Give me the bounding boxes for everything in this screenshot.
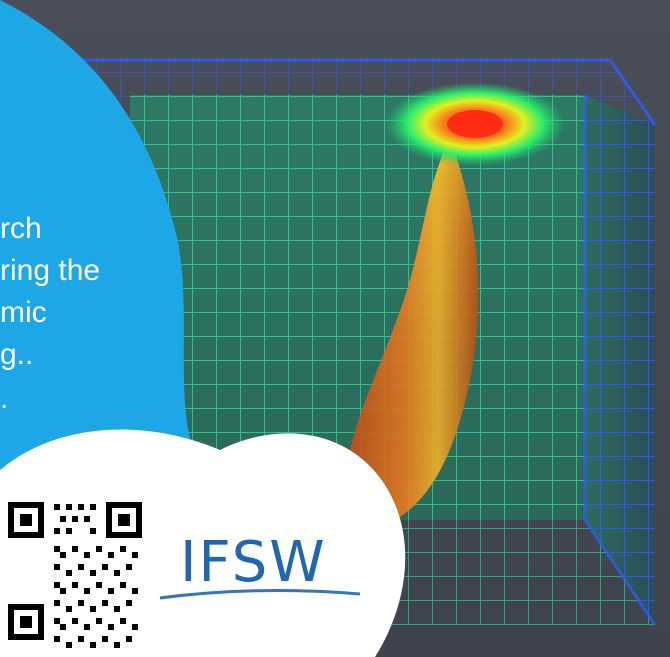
- ifsw-logo: IFSW: [150, 520, 370, 630]
- ifsw-logo-text: IFSW: [180, 530, 327, 595]
- caption-line-5: .: [0, 382, 9, 415]
- caption-line-2: ring the: [0, 254, 101, 287]
- caption-line-1: rch: [0, 212, 42, 245]
- caption-line-4: g..: [0, 338, 34, 371]
- melt-pool: [344, 82, 565, 526]
- caption-line-3: mic: [0, 296, 47, 329]
- ifsw-logo-icon: [159, 589, 361, 600]
- qr-code-icon: [0, 492, 150, 657]
